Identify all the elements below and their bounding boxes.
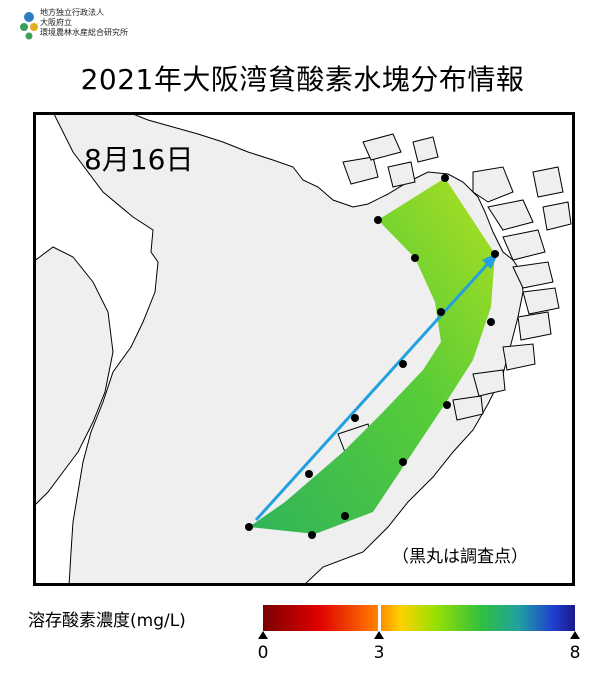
org-line-1: 地方独立行政法人	[40, 8, 104, 17]
org-logo: 地方独立行政法人 大阪府立 環境農林水産総合研究所	[20, 8, 220, 48]
bay-map	[33, 112, 575, 586]
tick-label-3: 3	[373, 643, 385, 663]
org-name: 地方独立行政法人 大阪府立 環境農林水産総合研究所	[40, 8, 128, 38]
survey-station	[411, 254, 419, 262]
map-date: 8月16日	[84, 143, 194, 176]
tick-mark-0	[258, 631, 268, 639]
org-logo-icon	[20, 12, 38, 40]
colorbar-tick-marks	[258, 631, 580, 639]
survey-station	[341, 512, 349, 520]
colorbar	[263, 605, 575, 631]
osaka-mainland	[127, 112, 575, 586]
colorbar-threshold-line	[378, 605, 381, 631]
survey-stations	[245, 174, 499, 539]
tick-mark-3	[374, 631, 384, 639]
tick-label-0: 0	[257, 643, 269, 663]
map-border	[33, 112, 575, 586]
survey-station	[245, 523, 253, 531]
survey-station	[374, 216, 382, 224]
awaji-coast-inner	[33, 246, 114, 508]
tick-label-8: 8	[569, 643, 581, 663]
survey-station	[441, 174, 449, 182]
survey-station	[443, 401, 451, 409]
org-line-2: 大阪府立	[40, 18, 72, 27]
survey-station	[351, 414, 359, 422]
port-islands	[342, 133, 572, 421]
hypoxic-water-mass	[249, 178, 495, 534]
tick-mark-8	[570, 631, 580, 639]
colorbar-gradient	[263, 605, 575, 631]
survey-station	[399, 458, 407, 466]
survey-station	[437, 308, 445, 316]
page-title: 2021年大阪湾貧酸素水塊分布情報	[80, 63, 525, 96]
survey-station	[491, 250, 499, 258]
survey-station	[305, 470, 313, 478]
map-note: （黒丸は調査点）	[392, 547, 528, 567]
survey-station	[399, 360, 407, 368]
survey-station	[308, 531, 316, 539]
colorbar-label: 溶存酸素濃度(mg/L)	[28, 611, 186, 631]
org-line-3: 環境農林水産総合研究所	[40, 28, 128, 37]
survey-station	[487, 318, 495, 326]
